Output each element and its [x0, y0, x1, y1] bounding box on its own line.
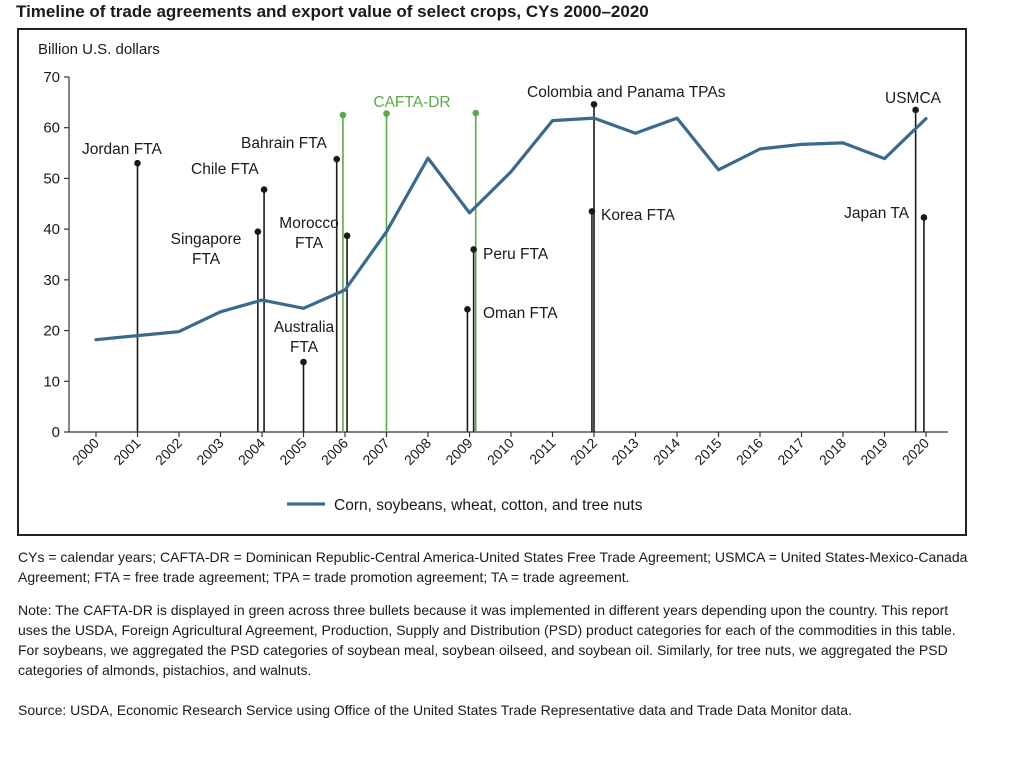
x-tick-label: 2019: [857, 435, 890, 468]
agreement-label: USMCA: [885, 90, 942, 107]
x-tick-label: 2000: [69, 435, 102, 468]
x-tick-label: 2009: [442, 435, 475, 468]
agreement-marker-dot: [333, 155, 341, 163]
agreement-marker-dot: [339, 111, 347, 119]
agreement-marker-dot: [912, 106, 919, 114]
agreement-label: CAFTA-DR: [373, 94, 450, 111]
agreement-label: Oman FTA: [483, 305, 558, 322]
agreement-label: Chile FTA: [191, 161, 259, 178]
x-tick-label: 2017: [774, 435, 807, 468]
x-tick-label: 2001: [110, 435, 143, 468]
x-tick-label: 2013: [608, 435, 641, 468]
x-tick-label: 2006: [318, 435, 351, 468]
agreement-marker-dot: [254, 228, 262, 235]
agreement-marker-dot: [470, 246, 477, 253]
legend-label: Corn, soybeans, wheat, cotton, and tree …: [334, 497, 643, 514]
series-line: [94, 116, 928, 342]
x-tick-label: 2018: [816, 435, 849, 468]
x-tick-label: 2020: [899, 435, 932, 468]
x-tick-label: 2011: [526, 435, 559, 468]
chart-title: Timeline of trade agreements and export …: [16, 2, 649, 21]
x-tick-label: 2003: [193, 435, 226, 468]
agreement-label: Colombia and Panama TPAs: [527, 84, 726, 101]
y-axis-label: Billion U.S. dollars: [38, 41, 160, 58]
agreement-label: Japan TA: [844, 205, 910, 222]
y-tick-label: 0: [52, 424, 60, 441]
agreement-label: Bahrain FTA: [241, 135, 328, 152]
x-tick-label: 2008: [401, 435, 434, 468]
agreement-marker-dot: [590, 101, 598, 108]
x-tick-label: 2010: [484, 435, 517, 468]
agreement-label: Morocco: [279, 215, 338, 232]
y-tick-label: 50: [43, 170, 60, 187]
y-tick-label: 70: [43, 69, 60, 86]
chart-frame: Billion U.S. dollars 0 10 20 30 40 50 60 70 2000 2…: [17, 28, 967, 536]
y-tick-label: 10: [43, 373, 60, 390]
agreement-marker-dot: [464, 305, 471, 313]
methodology-note: Note: The CAFTA-DR is displayed in green…: [18, 602, 956, 678]
x-tick-label: 2014: [650, 435, 683, 468]
x-tick-label: 2005: [276, 435, 309, 468]
agreement-label: Korea FTA: [601, 207, 675, 224]
x-tick-label: 2015: [691, 435, 724, 468]
agreement-marker-dot: [134, 159, 141, 167]
agreement-label: FTA: [290, 339, 319, 356]
y-tick-label: 60: [43, 120, 60, 137]
agreement-marker-dot: [260, 186, 268, 193]
agreement-label: Peru FTA: [483, 246, 549, 263]
agreement-marker-dot: [472, 109, 480, 117]
x-tick-label: 2012: [567, 435, 600, 468]
y-tick-label: 30: [43, 272, 60, 289]
x-tick-label: 2007: [359, 435, 392, 468]
agreement-marker-dot: [343, 232, 351, 240]
agreement-marker-dot: [300, 358, 307, 366]
y-tick-label: 20: [43, 323, 60, 340]
agreement-marker-dot: [383, 110, 390, 117]
abbreviations-note: CYs = calendar years; CAFTA-DR = Dominic…: [18, 549, 968, 585]
x-tick-label: 2002: [152, 435, 185, 468]
agreement-label: FTA: [192, 251, 221, 268]
source-note: Source: USDA, Economic Research Service …: [18, 702, 852, 718]
agreement-marker-dot: [920, 214, 928, 221]
y-tick-label: 40: [43, 221, 60, 238]
agreement-label: Australia: [274, 319, 335, 336]
x-tick-label: 2016: [733, 435, 766, 468]
agreement-label: Singapore: [171, 231, 242, 248]
agreement-label: Jordan FTA: [82, 141, 162, 158]
agreement-label: FTA: [295, 235, 324, 252]
x-tick-label: 2004: [235, 435, 268, 468]
